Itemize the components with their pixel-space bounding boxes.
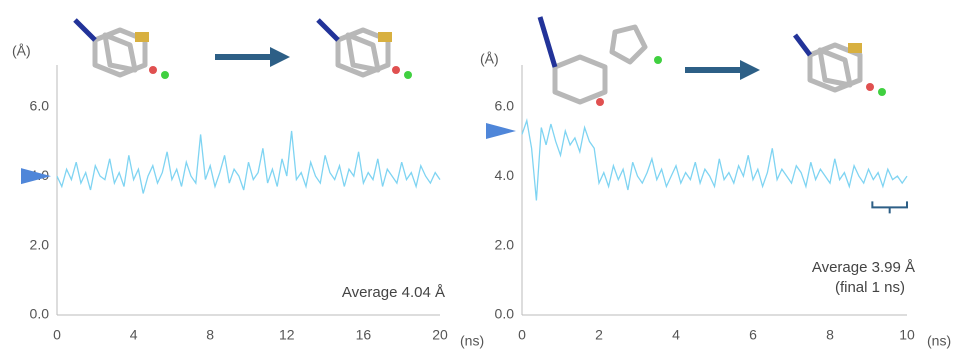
molecule xyxy=(540,17,662,106)
annotation: (final 1 ns) xyxy=(835,279,905,296)
x-tick-label: 4 xyxy=(130,327,138,343)
x-axis-label: (ns) xyxy=(460,333,484,349)
x-tick-label: 8 xyxy=(826,327,834,343)
y-axis-label: (Å) xyxy=(12,43,31,59)
y-tick-label: 2.0 xyxy=(495,236,515,252)
y-tick-label: 2.0 xyxy=(30,236,50,252)
x-tick-label: 4 xyxy=(672,327,680,343)
y-tick-label: 0.0 xyxy=(495,306,515,322)
x-tick-label: 12 xyxy=(279,327,295,343)
figure: 0.02.04.06.0048121620(Å)(ns)Average 4.04… xyxy=(0,0,959,351)
arrow-head xyxy=(740,60,760,80)
y-tick-label: 6.0 xyxy=(495,97,515,113)
start-marker xyxy=(486,123,516,139)
x-tick-label: 0 xyxy=(53,327,61,343)
data-line xyxy=(522,121,907,201)
x-axis-label: (ns) xyxy=(927,333,951,349)
x-tick-label: 0 xyxy=(518,327,526,343)
annotation: Average 3.99 Å xyxy=(812,259,915,276)
x-tick-label: 10 xyxy=(899,327,915,343)
annotation: Average 4.04 Å xyxy=(342,284,445,301)
x-tick-label: 16 xyxy=(356,327,372,343)
x-tick-label: 2 xyxy=(595,327,603,343)
y-tick-label: 0.0 xyxy=(30,306,50,322)
molecule xyxy=(75,20,169,79)
molecule xyxy=(318,20,412,79)
bracket xyxy=(872,201,907,213)
y-axis-label: (Å) xyxy=(480,51,499,67)
x-tick-label: 6 xyxy=(749,327,757,343)
molecule xyxy=(795,35,886,96)
x-tick-label: 20 xyxy=(432,327,448,343)
data-line xyxy=(57,131,440,194)
arrow-head xyxy=(270,47,290,67)
x-tick-label: 8 xyxy=(206,327,214,343)
y-tick-label: 4.0 xyxy=(495,167,515,183)
y-tick-label: 6.0 xyxy=(30,97,50,113)
